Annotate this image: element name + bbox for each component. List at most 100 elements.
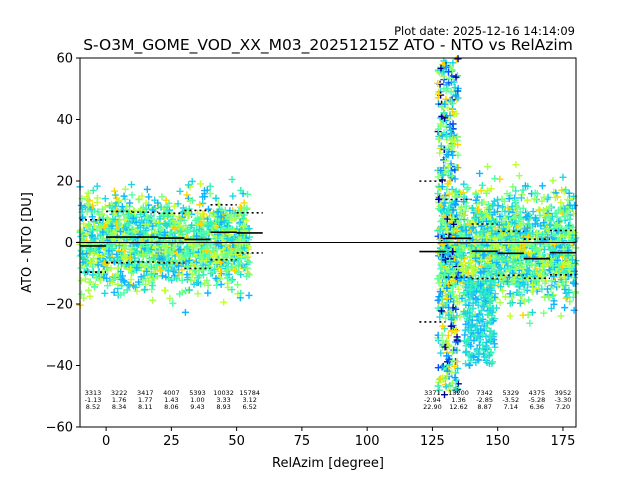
data-point: [561, 304, 569, 312]
data-point: [141, 220, 149, 228]
data-point: [196, 201, 204, 209]
data-point: [472, 196, 480, 204]
data-point: [132, 218, 140, 226]
data-point: [174, 250, 182, 258]
data-point: [156, 215, 164, 223]
data-point: [519, 311, 527, 319]
data-point: [483, 344, 491, 352]
data-point: [487, 333, 495, 341]
bin-count-label: 5329: [502, 389, 519, 397]
data-point: [533, 237, 541, 245]
data-point: [125, 219, 133, 227]
bin-std-label: 7.20: [556, 403, 570, 411]
data-point: [551, 193, 559, 201]
data-point: [464, 184, 472, 192]
data-point: [143, 252, 151, 260]
data-point: [138, 192, 146, 200]
data-point: [547, 277, 555, 285]
data-point: [482, 297, 490, 305]
data-point: [104, 282, 112, 290]
data-point: [449, 248, 457, 256]
data-point: [434, 190, 442, 198]
data-point: [491, 234, 499, 242]
data-point: [149, 281, 157, 289]
data-point: [464, 291, 472, 299]
data-point: [545, 203, 553, 211]
data-point: [553, 213, 561, 221]
data-point: [505, 240, 513, 248]
data-point: [492, 255, 500, 263]
data-point: [561, 260, 569, 268]
data-point: [443, 372, 451, 380]
data-point: [559, 173, 567, 181]
data-point: [181, 308, 189, 316]
data-point: [562, 186, 570, 194]
data-point: [459, 265, 467, 273]
x-tick-label: 50: [228, 434, 245, 449]
data-point: [196, 180, 204, 188]
data-point: [235, 220, 243, 228]
data-point: [201, 279, 209, 287]
data-point: [539, 207, 547, 215]
data-point: [101, 195, 109, 203]
data-point: [88, 263, 96, 271]
data-point: [482, 277, 490, 285]
data-point: [85, 278, 93, 286]
data-point: [237, 289, 245, 297]
data-point: [515, 217, 523, 225]
data-point: [236, 218, 244, 226]
data-point: [526, 240, 534, 248]
bin-mean-label: -1.13: [85, 396, 102, 404]
data-point: [89, 186, 97, 194]
data-point: [151, 243, 159, 251]
data-point: [571, 267, 579, 275]
data-point: [185, 205, 193, 213]
data-point: [241, 240, 249, 248]
plot-date: Plot date: 2025-12-16 14:14:09: [394, 24, 575, 38]
data-point: [538, 231, 546, 239]
data-point: [204, 281, 212, 289]
data-point: [446, 310, 454, 318]
data-point: [228, 286, 236, 294]
data-point: [443, 215, 451, 223]
data-point: [553, 283, 561, 291]
data-point: [169, 268, 177, 276]
data-point: [443, 284, 451, 292]
data-point: [443, 352, 451, 360]
data-point: [485, 292, 493, 300]
data-point: [526, 319, 534, 327]
data-point: [125, 211, 133, 219]
data-point: [220, 249, 228, 257]
data-point: [197, 220, 205, 228]
bin-mean-label: -2.94: [424, 396, 441, 404]
data-point: [531, 214, 539, 222]
data-point: [483, 187, 491, 195]
data-point: [439, 322, 447, 330]
data-point: [449, 214, 457, 222]
data-point: [191, 239, 199, 247]
data-point: [484, 163, 492, 171]
data-point: [212, 274, 220, 282]
data-point: [164, 212, 172, 220]
data-point: [245, 291, 253, 299]
data-point: [472, 359, 480, 367]
data-point: [504, 223, 512, 231]
data-point: [452, 73, 460, 81]
data-point: [458, 270, 466, 278]
data-point: [176, 215, 184, 223]
data-point: [560, 273, 568, 281]
data-point: [183, 243, 191, 251]
data-point: [156, 267, 164, 275]
bin-count-label: 4375: [529, 389, 546, 397]
y-tick-label: 60: [56, 52, 73, 67]
data-point: [192, 258, 200, 266]
x-axis: 0 25 50 75 100 125 150 175: [102, 427, 575, 449]
data-point: [437, 64, 445, 72]
data-point: [138, 216, 146, 224]
data-point: [555, 218, 563, 226]
data-point: [488, 227, 496, 235]
data-point: [83, 208, 91, 216]
data-point: [236, 203, 244, 211]
data-point: [205, 263, 213, 271]
